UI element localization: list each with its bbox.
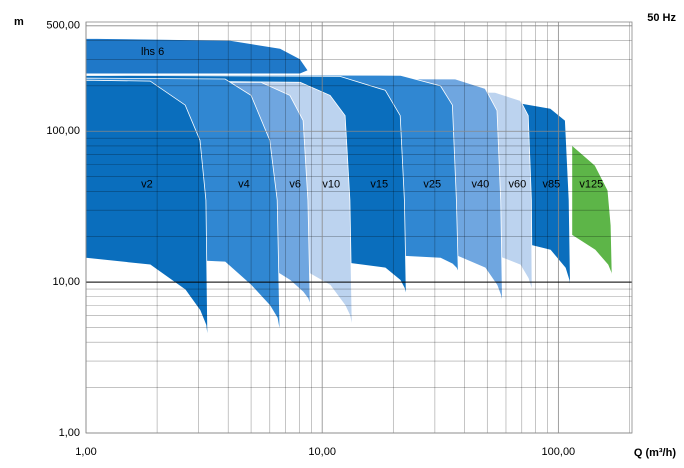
- series-label: lhs 6: [141, 46, 164, 58]
- y-tick-label: 10,00: [52, 276, 80, 288]
- operating-range: [85, 37, 309, 75]
- series-label: v85: [542, 178, 560, 190]
- operating-range: [571, 144, 613, 279]
- x-tick-label: 100,00: [542, 446, 576, 458]
- series-label: v15: [370, 178, 388, 190]
- x-tick-label: 1,00: [75, 446, 96, 458]
- series-label: v25: [423, 178, 441, 190]
- series-label: v60: [508, 178, 526, 190]
- plot-frame: [85, 21, 633, 434]
- x-tick-label: 10,00: [308, 446, 336, 458]
- x-axis-label: Q (m³/h): [634, 447, 676, 459]
- series-label: v2: [141, 178, 153, 190]
- series-label: v4: [238, 178, 250, 190]
- y-tick-label: 1,00: [59, 427, 80, 439]
- operating-range: [85, 79, 209, 341]
- y-axis-label: m: [14, 16, 24, 28]
- series-label: v10: [322, 178, 340, 190]
- series-label: v6: [289, 178, 301, 190]
- series-label: v125: [579, 178, 603, 190]
- y-tick-label: 100,00: [46, 125, 80, 137]
- frequency-annotation: 50 Hz: [647, 12, 676, 24]
- y-tick-label: 500,00: [46, 20, 80, 32]
- series-label: v40: [472, 178, 490, 190]
